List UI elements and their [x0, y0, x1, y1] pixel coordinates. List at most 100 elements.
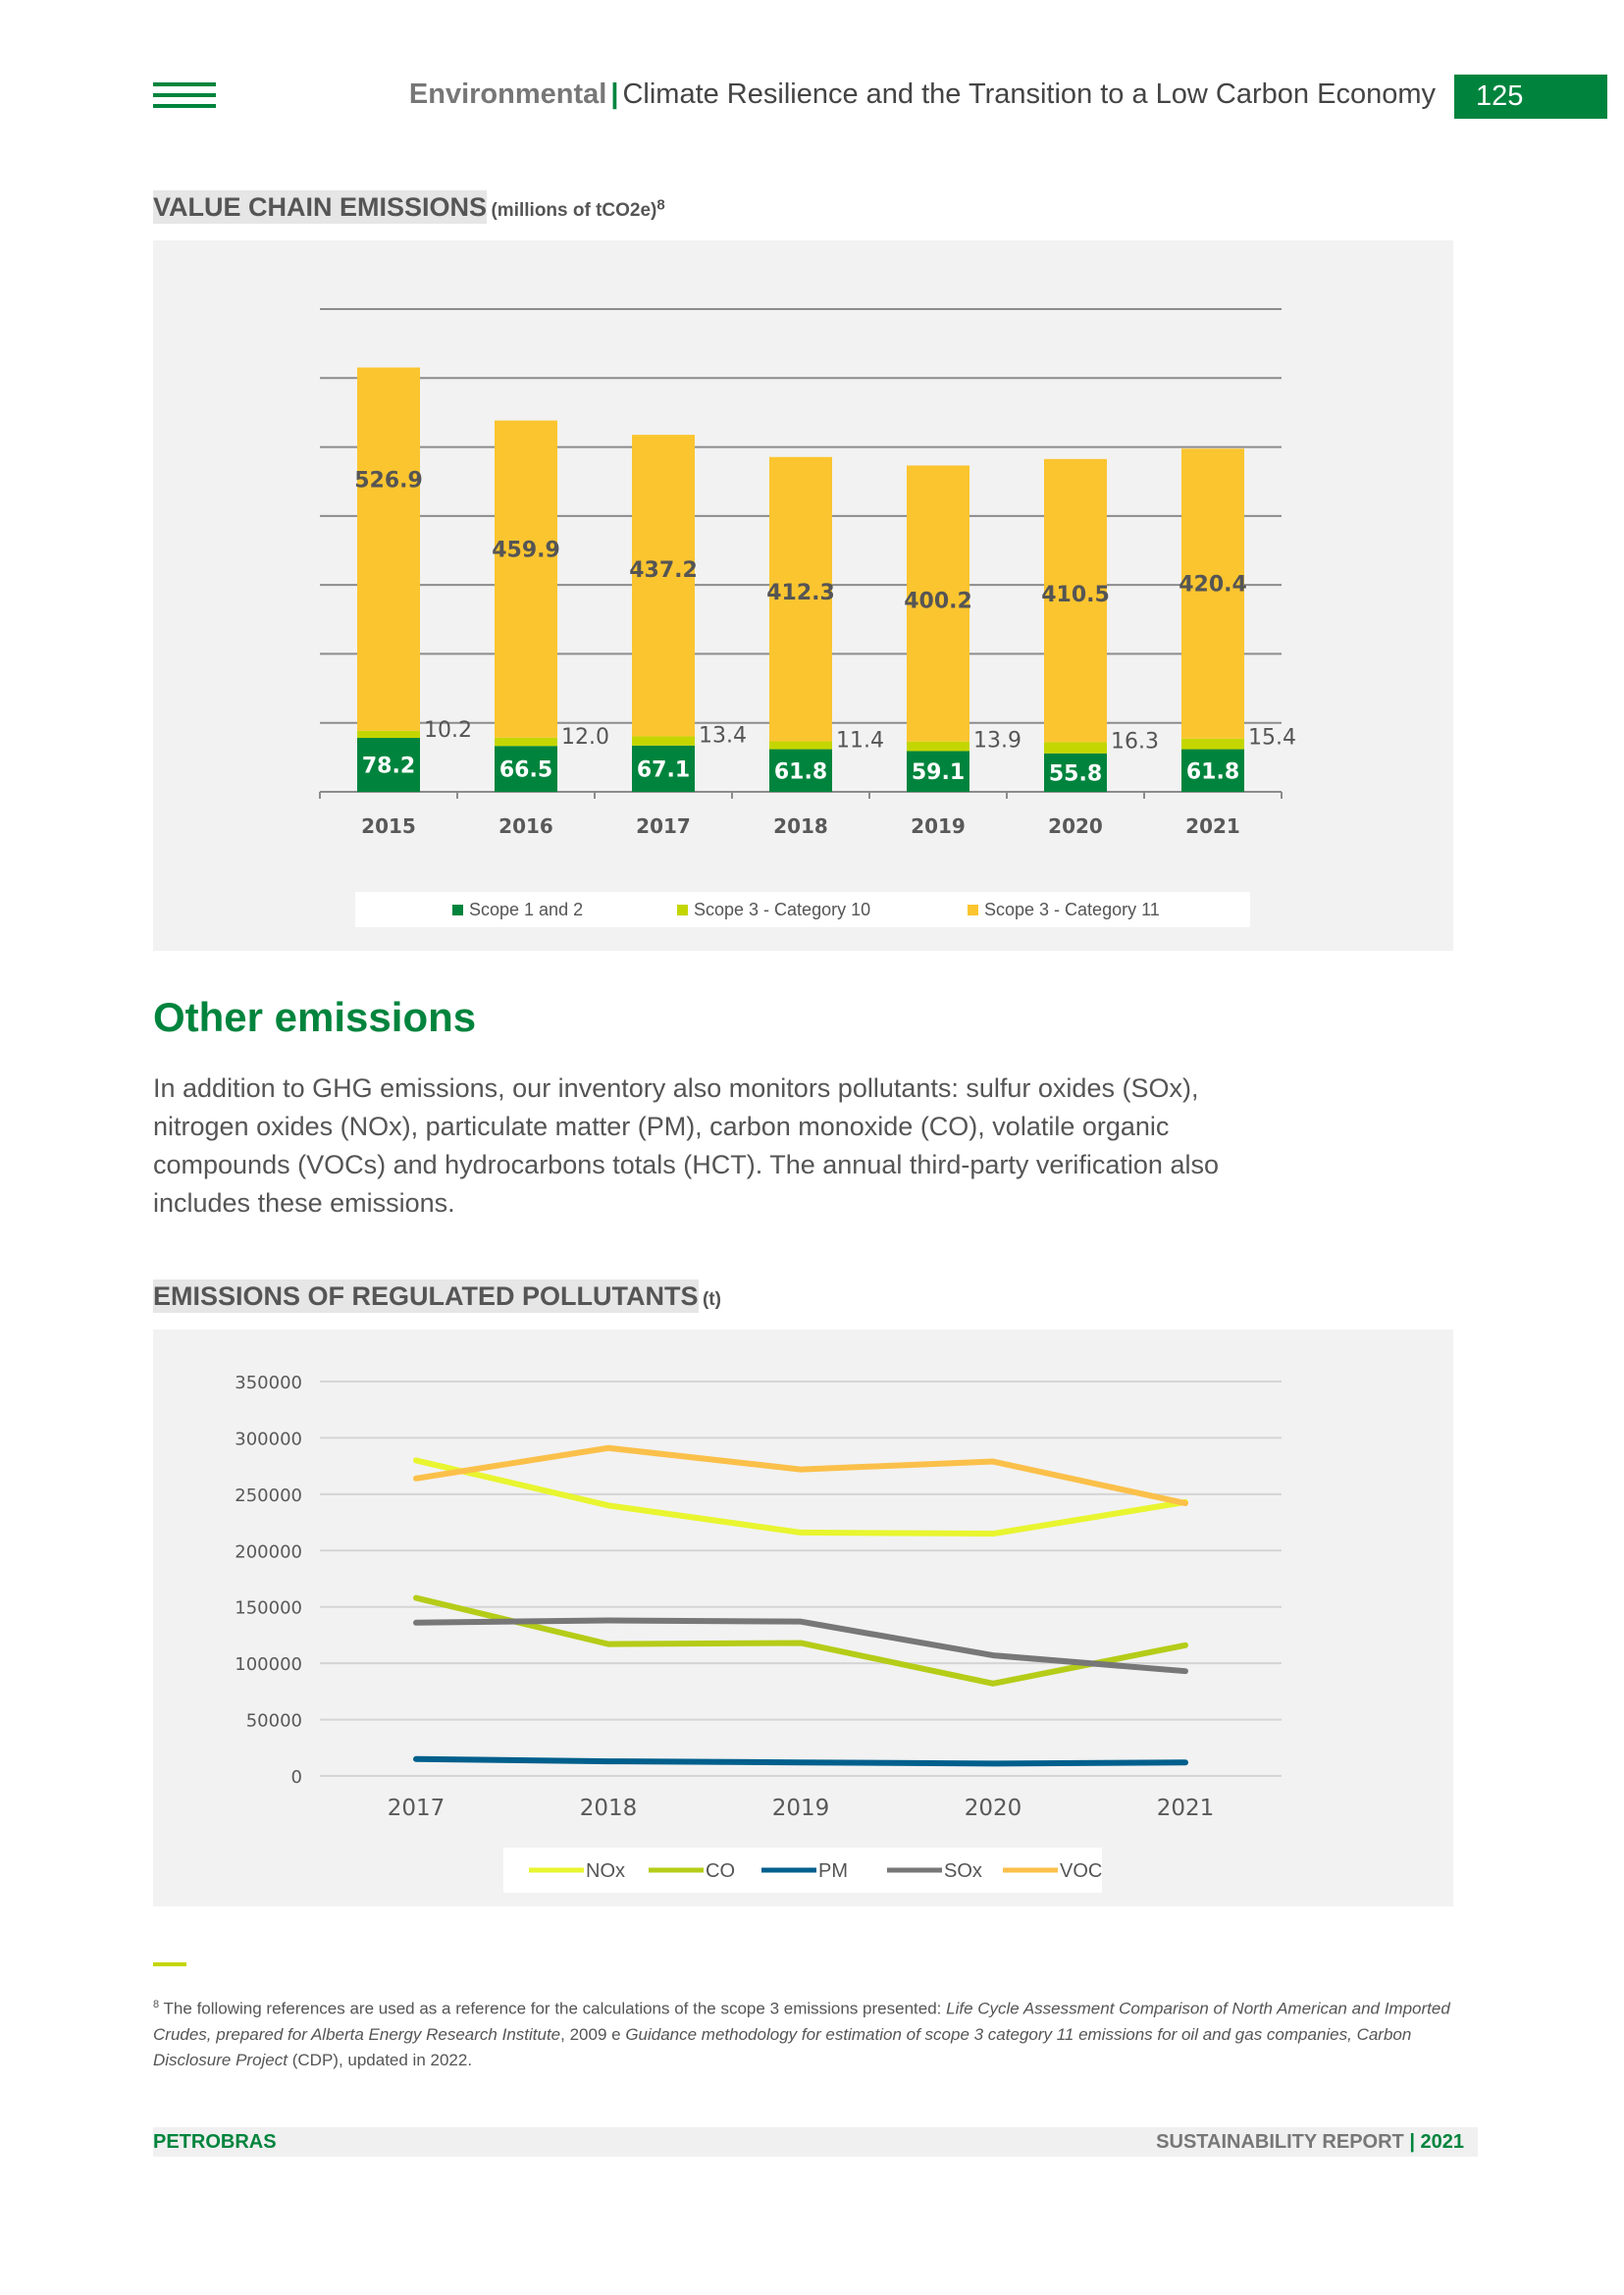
footnote-reference-2: Guidance methodology for estimation of s…: [153, 2024, 1412, 2069]
x-tick-label: 2018: [580, 1796, 638, 1821]
y-tick-label: 200000: [235, 1541, 302, 1562]
bar-scope-1-2: [1181, 749, 1244, 792]
label-scope-3-cat-11: 412.3: [766, 581, 835, 605]
bar-scope-3-cat-10: [632, 736, 695, 746]
bar-scope-3-cat-11: [1181, 448, 1244, 739]
footer-report-title: SUSTAINABILITY REPORT: [1156, 2131, 1404, 2153]
footnote-marker: 8: [153, 1999, 160, 2010]
legend-swatch: [677, 905, 688, 915]
chart2-heading: EMISSIONS OF REGULATED POLLUTANTS (t): [153, 1279, 721, 1313]
chart1-heading: VALUE CHAIN EMISSIONS (millions of tCO2e…: [153, 190, 665, 224]
legend-label: Scope 3 - Category 10: [694, 900, 870, 919]
label-scope-1-2: 66.5: [499, 758, 552, 783]
chart1-title: VALUE CHAIN EMISSIONS: [153, 190, 488, 224]
legend-label: Scope 3 - Category 11: [984, 900, 1160, 919]
y-tick-label: 0: [291, 1767, 302, 1788]
other-emissions-title: Other emissions: [153, 994, 477, 1040]
header-section: Environmental: [408, 78, 607, 110]
label-scope-3-cat-10: 13.4: [699, 723, 747, 748]
menu-icon[interactable]: [153, 82, 216, 112]
label-scope-3-cat-11: 526.9: [354, 469, 423, 494]
bar-scope-3-cat-11: [495, 420, 557, 738]
label-scope-1-2: 78.2: [362, 755, 415, 779]
y-tick-label: 100000: [235, 1654, 302, 1675]
footer-report: SUSTAINABILITY REPORT | 2021: [1156, 2127, 1464, 2157]
chart2-title: EMISSIONS OF REGULATED POLLUTANTS: [153, 1279, 699, 1313]
chart2-unit: (t): [702, 1289, 721, 1310]
x-tick-label: 2016: [498, 814, 553, 838]
footnote-text-end: (CDP), updated in 2022.: [288, 2050, 473, 2069]
bar-scope-3-cat-10: [495, 737, 557, 747]
label-scope-1-2: 59.1: [912, 760, 965, 785]
label-scope-3-cat-11: 410.5: [1041, 583, 1110, 607]
legend-label: Scope 1 and 2: [469, 900, 583, 919]
chart1-footnote-ref: 8: [656, 196, 665, 214]
legend-box: [355, 892, 1250, 927]
series-line-nox: [413, 1457, 1188, 1538]
pollutants-chart-panel: 350000 300000 250000 200000 150000 100000 5000…: [153, 1330, 1453, 1906]
bar-scope-1-2: [907, 751, 969, 792]
label-scope-1-2: 61.8: [1186, 759, 1239, 784]
label-scope-3-cat-10: 13.9: [973, 729, 1022, 754]
series-line-voc: [413, 1444, 1188, 1507]
footnote-text-mid: , 2009 e: [560, 2024, 626, 2044]
bar-scope-1-2: [1044, 753, 1107, 792]
pollutants-chart: 350000 300000 250000 200000 150000 100000 5000…: [235, 1373, 1282, 1893]
bar-scope-3-cat-10: [1044, 742, 1107, 754]
label-scope-3-cat-10: 16.3: [1111, 729, 1159, 754]
x-tick-label: 2020: [1048, 814, 1103, 838]
label-scope-1-2: 67.1: [637, 757, 690, 782]
header-separator: |: [610, 78, 619, 110]
header-chapter: Climate Resilience and the Transition to…: [622, 78, 1436, 110]
label-scope-3-cat-10: 10.2: [424, 718, 472, 743]
other-emissions-intro: In addition to GHG emissions, our invent…: [153, 1073, 1219, 1218]
x-tick-label: 2019: [911, 814, 966, 838]
page-footer: PETROBRAS SUSTAINABILITY REPORT | 2021: [153, 2127, 1478, 2157]
x-tick-label: 2020: [965, 1796, 1022, 1821]
bar-scope-3-cat-10: [357, 730, 420, 739]
bar-scope-1-2: [357, 738, 420, 792]
x-tick-label: 2017: [388, 1796, 445, 1821]
footnote-text-start: The following references are used as a r…: [163, 1999, 947, 2018]
header-title: Environmental | Climate Resilience and the…: [409, 78, 1436, 111]
bar-scope-1-2: [769, 749, 832, 792]
footer-company: PETROBRAS: [153, 2131, 277, 2153]
x-tick-label: 2021: [1157, 1796, 1215, 1821]
bar-scope-3-cat-11: [769, 456, 832, 742]
bar-scope-3-cat-11: [357, 367, 420, 731]
label-scope-3-cat-10: 12.0: [561, 725, 609, 750]
label-scope-1-2: 61.8: [774, 759, 827, 784]
bar-scope-3-cat-10: [907, 741, 969, 752]
label-scope-1-2: 55.8: [1049, 761, 1102, 786]
footer-separator: |: [1409, 2131, 1415, 2153]
legend-swatch: [968, 905, 978, 915]
chart1-unit: (millions of tCO2e): [491, 200, 657, 221]
bar-scope-3-cat-11: [1044, 458, 1107, 743]
y-tick-label: 250000: [235, 1486, 302, 1506]
legend-label: VOC: [1060, 1860, 1102, 1882]
y-tick-label: 150000: [235, 1598, 302, 1619]
x-tick-label: 2019: [772, 1796, 830, 1821]
footnote-reference-1: Life Cycle Assessment Comparison of Nort…: [153, 1999, 1450, 2044]
x-tick-label: 2018: [773, 814, 828, 838]
legend-swatch: [452, 905, 463, 915]
y-tick-label: 300000: [235, 1429, 302, 1449]
y-tick-label: 350000: [235, 1373, 302, 1393]
series-line-pm: [413, 1755, 1188, 1767]
label-scope-3-cat-10: 15.4: [1248, 726, 1296, 751]
value-chain-chart-panel: 78.2 10.2 526.9 2015 66.5 12.0 459.9 2016 67.1 13…: [153, 240, 1453, 951]
value-chain-chart: 78.2 10.2 526.9 2015 66.5 12.0 459.9 2016 67.1 13…: [319, 308, 1296, 927]
x-tick-label: 2021: [1185, 814, 1240, 838]
page-number: 125: [1454, 75, 1607, 119]
bar-scope-3-cat-10: [769, 741, 832, 750]
footnote-divider: [153, 1962, 186, 1966]
y-tick-label: 50000: [246, 1711, 302, 1732]
bar-scope-3-cat-11: [907, 465, 969, 742]
series-line-co: [413, 1594, 1188, 1687]
legend-label: PM: [818, 1860, 848, 1882]
footnote: 8 The following references are used as a…: [153, 1992, 1458, 2073]
label-scope-3-cat-11: 400.2: [904, 589, 972, 613]
series-line-sox: [413, 1617, 1188, 1675]
legend-label: NOx: [586, 1860, 625, 1882]
legend-label: CO: [706, 1860, 735, 1882]
